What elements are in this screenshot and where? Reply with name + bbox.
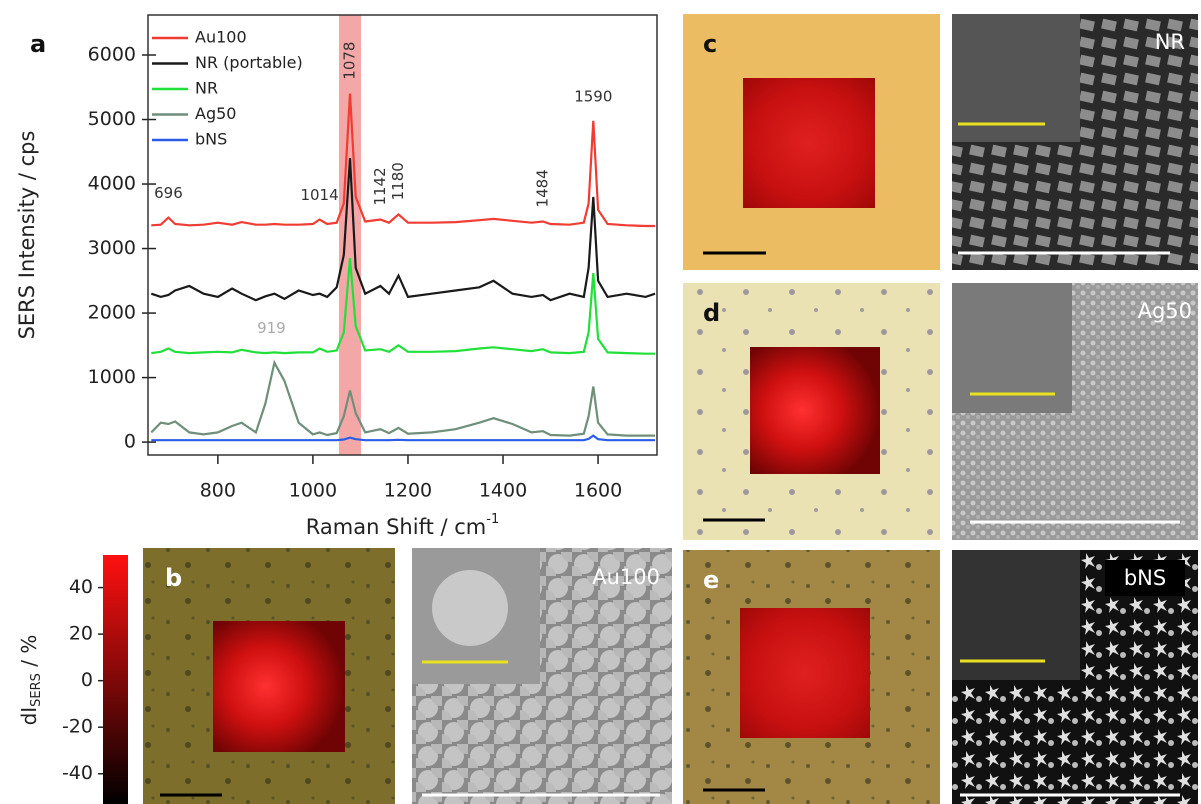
inset-particle [432, 570, 508, 646]
colorbar-tick-label: -20 [62, 716, 93, 738]
y-tick-label: 2000 [88, 302, 136, 324]
panel-d: d [683, 283, 940, 540]
colorbar-tick-label: 40 [69, 576, 93, 598]
y-tick-label: 4000 [88, 173, 136, 195]
colorbar-tick-label: 20 [69, 623, 93, 645]
y-axis-label: SERS Intensity / cps [15, 131, 39, 340]
panel-letter: d [703, 299, 720, 327]
y-tick-label: 5000 [88, 108, 136, 130]
sem-label: bNS [1124, 566, 1166, 590]
text-part: -1 [486, 512, 499, 527]
sers-map [213, 621, 345, 752]
sers-map [750, 347, 880, 474]
text-part: SERS [29, 673, 44, 707]
panel-letter: a [30, 30, 46, 58]
sers-map [740, 608, 870, 738]
sem-ag50: Ag50 [952, 283, 1198, 540]
text-part: / % [17, 635, 41, 673]
peak-label: 1590 [574, 87, 612, 105]
panel-letter: b [165, 564, 182, 592]
spectrum-line [151, 258, 655, 354]
panel-letter: e [703, 566, 719, 594]
peak-label: 1014 [300, 186, 338, 204]
colorbar-tick-label: 0 [81, 669, 93, 691]
peak-label: 696 [154, 184, 183, 202]
peak-label: 1078 [340, 42, 358, 80]
x-axis-label: Raman Shift / cm-1 [306, 512, 499, 540]
colorbar-label: dISERS / % [17, 635, 44, 726]
x-tick-label: 1400 [479, 480, 527, 502]
x-tick-label: 1600 [574, 480, 622, 502]
panel-e: e [683, 550, 940, 804]
sem-label: NR [1155, 30, 1185, 54]
peak-label: 1484 [533, 169, 551, 207]
y-tick-label: 6000 [88, 44, 136, 66]
sem-au100: Au100 [412, 548, 672, 804]
x-tick-label: 1200 [384, 480, 432, 502]
plot-frame [148, 15, 657, 455]
y-tick-label: 0 [124, 431, 136, 453]
legend-label: NR [195, 79, 218, 98]
peak-label: 919 [257, 319, 286, 337]
legend-label: NR (portable) [195, 53, 303, 72]
text-part: Raman Shift / cm [306, 515, 486, 539]
figure: b Au100 c NR d Ag50 e bNS a 0 1000 2000 300… [0, 0, 1201, 804]
peak-label: 1142 [371, 167, 389, 205]
panel-b: b [143, 548, 395, 804]
colorbar-tick-label: -40 [62, 762, 93, 784]
sem-label: Au100 [592, 565, 660, 589]
legend-label: Au100 [195, 28, 247, 47]
colorbar [103, 555, 128, 804]
x-tick-label: 1000 [289, 480, 337, 502]
panel-c: c [683, 14, 940, 270]
spectrum-line [151, 436, 655, 441]
sers-map [743, 78, 875, 208]
y-tick-label: 1000 [88, 366, 136, 388]
spectrum-line [151, 363, 655, 436]
sem-nr: NR [952, 14, 1198, 270]
legend-label: Ag50 [195, 104, 236, 123]
highlight-band [339, 15, 361, 455]
x-tick-label: 800 [200, 480, 236, 502]
sem-label: Ag50 [1138, 299, 1192, 323]
text-part: dI [17, 707, 41, 726]
legend-label: bNS [195, 130, 227, 149]
y-tick-label: 3000 [88, 237, 136, 259]
peak-label: 1180 [389, 162, 407, 200]
sem-bns: bNS [952, 550, 1198, 804]
panel-letter: c [703, 30, 717, 58]
